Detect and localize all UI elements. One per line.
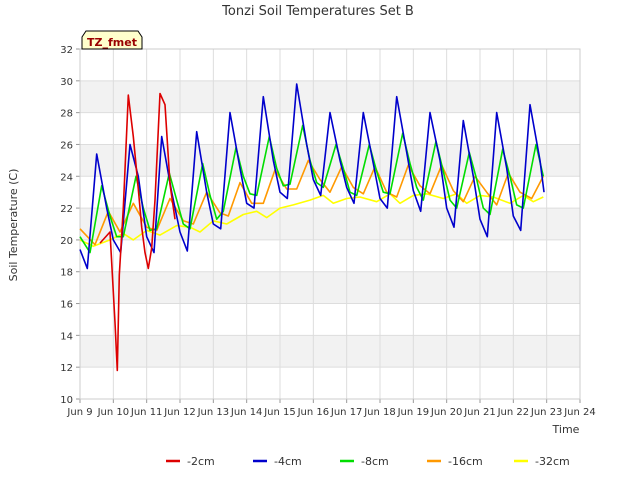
y-tick-label: 30 (60, 77, 73, 88)
legend-label: -4cm (274, 455, 302, 468)
x-tick-label: Jun 10 (97, 407, 130, 418)
series-line-neg2cm (99, 92, 176, 372)
x-tick-label: Jun 16 (297, 407, 330, 418)
legend-label: -16cm (448, 455, 483, 468)
grid-band (80, 271, 580, 304)
x-tick-label: Jun 23 (530, 407, 563, 418)
series-layer (79, 83, 545, 372)
legend: -2cm -4cm -8cm -16cm -32cm (166, 455, 570, 468)
badge: TZ_fmet (81, 30, 143, 50)
y-tick-label: 18 (60, 268, 73, 279)
x-tick-label: Jun 19 (397, 407, 430, 418)
y-axis-label: Soil Temperature (C) (7, 169, 20, 282)
x-axis-label: Time (552, 423, 580, 436)
badge-label: TZ_fmet (87, 36, 137, 49)
x-tick-label: Jun 18 (363, 407, 396, 418)
x-tick-label: Jun 15 (263, 407, 296, 418)
series-line-neg32cm (79, 193, 544, 248)
series-line-neg4cm (79, 83, 545, 270)
x-tick-label: Jun 9 (66, 407, 92, 418)
x-tick-label: Jun 13 (197, 407, 230, 418)
x-tick-label: Jun 12 (163, 407, 196, 418)
series-line-neg16cm (79, 159, 545, 246)
y-tick-label: 12 (60, 363, 73, 374)
legend-label: -2cm (187, 455, 215, 468)
grid-band (80, 335, 580, 368)
legend-label: -32cm (535, 455, 570, 468)
y-tick-label: 14 (60, 331, 73, 342)
x-tick-label: Jun 22 (497, 407, 530, 418)
y-tick-label: 20 (60, 236, 73, 247)
y-tick-label: 16 (60, 300, 73, 311)
grid-band (80, 80, 580, 113)
x-tick-label: Jun 21 (463, 407, 496, 418)
plot-frame (79, 48, 581, 400)
y-tick-label: 32 (60, 45, 73, 56)
y-tick-label: 28 (60, 109, 73, 120)
x-tick-label: Jun 11 (130, 407, 163, 418)
y-tick-label: 22 (60, 204, 73, 215)
chart-title: Tonzi Soil Temperatures Set B (221, 4, 414, 19)
legend-label: -8cm (361, 455, 389, 468)
y-tick-label: 26 (60, 140, 73, 151)
x-tick-label: Jun 14 (230, 407, 263, 418)
x-tick-label: Jun 24 (563, 407, 596, 418)
x-tick-label: Jun 17 (330, 407, 363, 418)
y-tick-label: 24 (60, 172, 73, 183)
series-line-neg8cm (79, 124, 545, 254)
x-tick-label: Jun 20 (430, 407, 463, 418)
y-tick-label: 10 (60, 395, 73, 406)
